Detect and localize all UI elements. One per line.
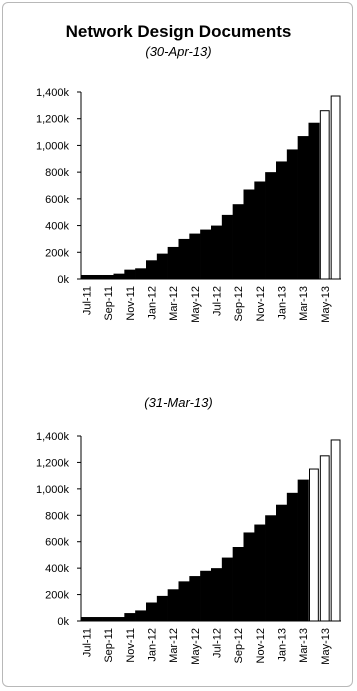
projected-bar xyxy=(330,95,341,280)
data-bar xyxy=(135,268,147,279)
data-bar xyxy=(156,595,168,621)
data-bar xyxy=(200,229,212,279)
y-tick-label: 1,400k xyxy=(36,431,70,443)
projected-bar xyxy=(330,439,341,622)
data-bar xyxy=(221,557,233,621)
y-tick-label: 800k xyxy=(45,167,69,179)
x-tick-label: Jan-13 xyxy=(276,286,288,320)
data-bar xyxy=(189,233,201,279)
y-tick-label: 1,400k xyxy=(36,87,70,99)
y-tick-label: 400k xyxy=(45,563,69,575)
chart-subtitle: (30-Apr-13) xyxy=(145,44,212,59)
x-tick-label: Jan-12 xyxy=(146,628,158,662)
y-tick-label: 1,200k xyxy=(36,114,70,126)
y-tick-label: 200k xyxy=(45,590,69,602)
data-bar xyxy=(265,172,277,279)
data-bar xyxy=(243,532,255,621)
data-bar xyxy=(178,581,190,621)
data-bar xyxy=(254,181,266,279)
data-bar xyxy=(286,149,298,279)
chart-subtitle: (31-Mar-13) xyxy=(144,395,213,410)
x-tick-label: Jan-12 xyxy=(146,286,158,320)
x-tick-label: Jul-12 xyxy=(211,286,223,316)
data-bar xyxy=(243,189,255,279)
y-tick-label: 600k xyxy=(45,537,69,549)
y-tick-label: 800k xyxy=(45,510,69,522)
data-bar xyxy=(124,613,136,621)
x-tick-label: Nov-11 xyxy=(125,286,137,321)
x-tick-label: Sep-11 xyxy=(103,286,115,321)
projected-bar xyxy=(319,455,330,622)
data-bar xyxy=(286,492,298,621)
x-tick-label: Mar-13 xyxy=(298,286,310,321)
data-bar xyxy=(276,161,288,279)
y-tick-label: 1,200k xyxy=(36,457,70,469)
projected-bar xyxy=(309,468,319,622)
x-tick-label: Nov-12 xyxy=(255,628,267,663)
chart-title: Network Design Documents xyxy=(65,22,292,41)
data-bar xyxy=(102,617,114,621)
y-tick-label: 0k xyxy=(57,616,69,628)
x-tick-label: Sep-12 xyxy=(233,286,245,321)
data-bar xyxy=(254,524,266,621)
bar-chart: 0k 200k 400k 600k 800k 1,000k 1,200k 1,400k Jul-… xyxy=(36,431,341,665)
x-tick-label: May-12 xyxy=(190,286,202,323)
data-bar xyxy=(167,589,179,621)
x-tick-label: Nov-12 xyxy=(255,286,267,321)
projected-bar xyxy=(319,110,330,280)
y-tick-label: 1,000k xyxy=(36,140,70,152)
data-bar xyxy=(167,246,179,279)
data-bar xyxy=(232,204,244,279)
data-bar xyxy=(221,214,233,279)
x-tick-label: Mar-12 xyxy=(168,286,180,321)
y-tick-label: 0k xyxy=(57,274,69,286)
bar-chart: 0k 200k 400k 600k 800k 1,000k 1,200k 1,400k Jul-… xyxy=(36,87,341,323)
data-bar xyxy=(91,617,103,621)
data-bar xyxy=(124,269,136,279)
data-bar xyxy=(211,225,223,279)
data-bar xyxy=(113,273,125,279)
y-tick-label: 1,000k xyxy=(36,484,70,496)
x-tick-label: Sep-12 xyxy=(233,628,245,663)
data-bar xyxy=(135,610,147,621)
x-tick-label: Jan-13 xyxy=(276,628,288,662)
data-bar xyxy=(211,568,223,621)
x-tick-label: Jul-11 xyxy=(81,628,93,657)
data-bar xyxy=(91,274,103,279)
x-tick-label: May-13 xyxy=(320,286,332,323)
data-bar xyxy=(276,504,288,621)
data-bar xyxy=(102,274,114,279)
data-bar xyxy=(308,122,320,279)
data-bar xyxy=(200,570,212,621)
data-bar xyxy=(146,602,158,621)
y-tick-label: 400k xyxy=(45,221,69,233)
data-bar xyxy=(146,260,158,279)
data-bar xyxy=(81,617,93,621)
data-bar xyxy=(297,479,309,621)
y-tick-label: 600k xyxy=(45,194,69,206)
x-tick-label: Jul-12 xyxy=(211,628,223,658)
x-tick-label: Nov-11 xyxy=(125,628,137,663)
data-bar xyxy=(156,253,168,279)
x-tick-label: Mar-13 xyxy=(298,628,310,663)
data-bar xyxy=(189,576,201,621)
x-tick-label: May-12 xyxy=(190,628,202,665)
data-bar xyxy=(113,617,125,621)
data-bar xyxy=(265,515,277,621)
x-tick-label: Sep-11 xyxy=(103,628,115,663)
data-bar xyxy=(232,547,244,621)
y-tick-label: 200k xyxy=(45,247,69,259)
x-tick-label: Mar-12 xyxy=(168,628,180,663)
x-tick-label: May-13 xyxy=(320,628,332,665)
data-bar xyxy=(178,238,190,279)
data-bar xyxy=(297,136,309,279)
data-bar xyxy=(81,274,93,279)
x-tick-label: Jul-11 xyxy=(81,286,93,315)
